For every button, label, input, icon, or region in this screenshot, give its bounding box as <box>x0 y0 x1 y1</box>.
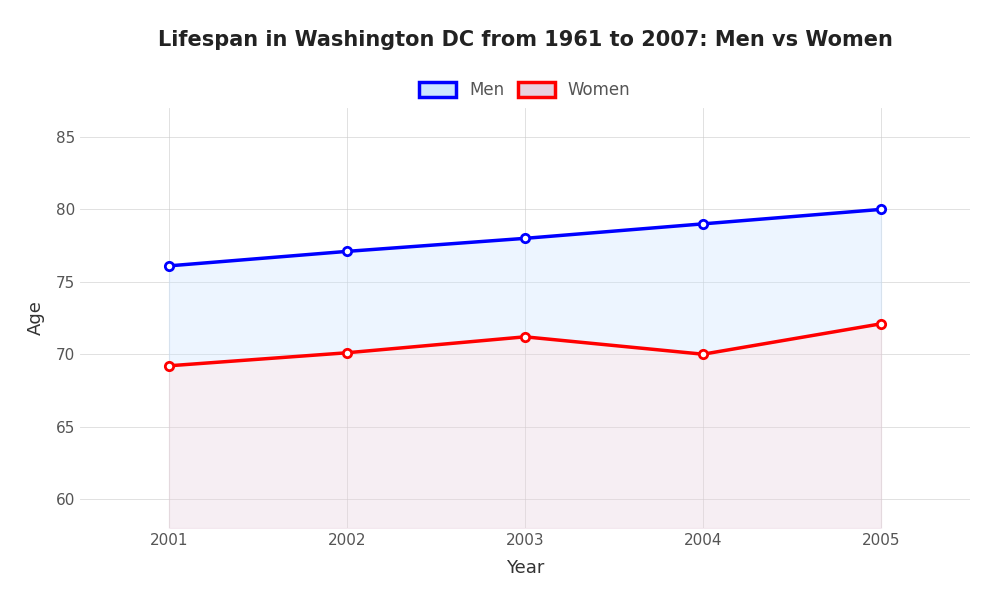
Y-axis label: Age: Age <box>27 301 45 335</box>
X-axis label: Year: Year <box>506 559 544 577</box>
Legend: Men, Women: Men, Women <box>413 74 637 106</box>
Title: Lifespan in Washington DC from 1961 to 2007: Men vs Women: Lifespan in Washington DC from 1961 to 2… <box>158 29 892 49</box>
